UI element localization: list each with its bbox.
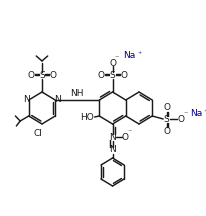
Text: N: N: [54, 95, 61, 105]
Text: ⁺: ⁺: [204, 108, 206, 116]
Text: S: S: [39, 70, 45, 79]
Text: O: O: [98, 70, 105, 79]
Text: O: O: [121, 70, 128, 79]
Text: O: O: [109, 59, 116, 67]
Text: Na: Na: [124, 51, 136, 60]
Text: N: N: [109, 146, 116, 154]
Text: ⁻: ⁻: [115, 54, 119, 62]
Text: N: N: [109, 132, 116, 141]
Text: O: O: [27, 70, 34, 79]
Text: ⁺: ⁺: [137, 49, 141, 59]
Text: Cl: Cl: [34, 130, 43, 138]
Text: O: O: [50, 70, 57, 79]
Text: O: O: [163, 127, 170, 135]
Text: S: S: [164, 114, 169, 124]
Text: O: O: [122, 132, 129, 141]
Text: ⁻: ⁻: [128, 127, 132, 137]
Text: N: N: [23, 95, 30, 105]
Text: NH: NH: [70, 89, 84, 98]
Text: Na: Na: [190, 110, 202, 119]
Text: O: O: [177, 114, 184, 124]
Text: O: O: [163, 103, 170, 111]
Text: ⁻: ⁻: [183, 110, 187, 119]
Text: HO: HO: [80, 113, 94, 122]
Text: S: S: [110, 70, 115, 79]
